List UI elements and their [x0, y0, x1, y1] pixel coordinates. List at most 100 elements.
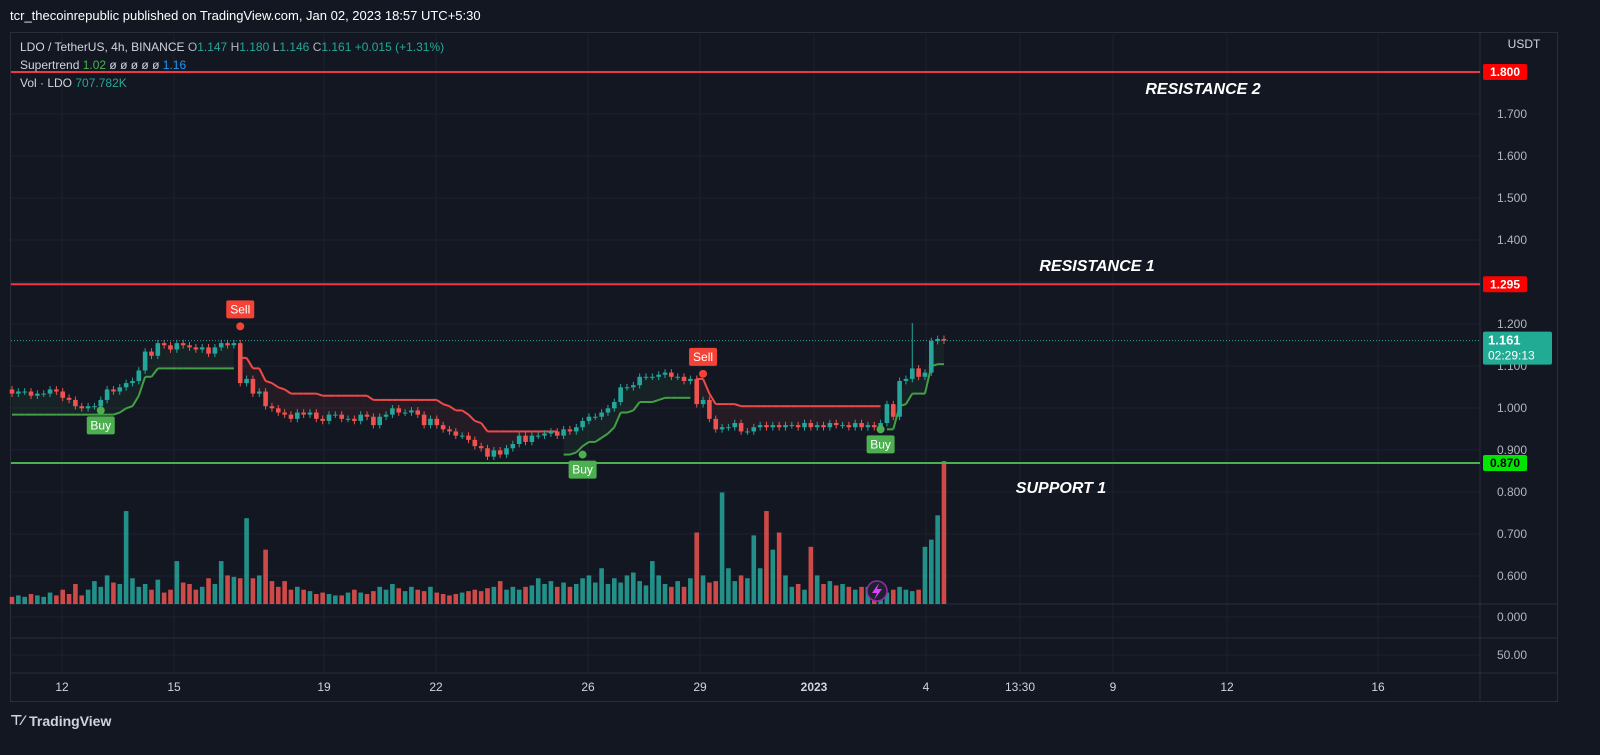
supertrend-fill — [785, 406, 792, 427]
candle-body — [447, 429, 452, 432]
legend-supertrend-label[interactable]: Supertrend — [20, 58, 80, 72]
legend-volume-label[interactable]: Vol · LDO — [20, 76, 73, 90]
volume-bar — [447, 595, 452, 604]
last-price-value: 1.161 — [1488, 333, 1521, 348]
supertrend-segment — [284, 388, 292, 395]
volume-bar — [573, 583, 579, 604]
legend-symbol[interactable]: LDO / TetherUS, 4h, BINANCE — [20, 40, 185, 54]
volume-bar — [117, 583, 123, 604]
candle-body — [650, 376, 655, 378]
y-tick-label: 1.500 — [1497, 191, 1527, 205]
candle-body — [795, 425, 801, 428]
legend-open-value: 1.147 — [197, 40, 228, 54]
volume-bar — [675, 581, 680, 604]
legend-volume-row: Vol · LDO 707.782K — [20, 74, 444, 92]
sell-signal-label: Sell — [693, 350, 713, 364]
volume-bar — [789, 586, 795, 604]
supertrend-segment — [474, 419, 482, 424]
candle-body — [472, 439, 478, 447]
volume-bar — [187, 583, 192, 604]
volume-bar — [434, 592, 440, 604]
supertrend-fill — [601, 410, 608, 438]
candle-body — [92, 406, 97, 408]
candle-body — [383, 414, 389, 417]
supertrend-fill — [747, 406, 754, 432]
sell-signal-box — [689, 347, 718, 366]
x-tick-label: 4 — [923, 680, 930, 694]
legend-close-value: 1.161 — [321, 40, 352, 54]
volume-bar — [41, 596, 46, 604]
candle-body — [776, 425, 782, 428]
supertrend-fill — [227, 344, 234, 369]
volume-bar — [339, 595, 344, 604]
level-price-tag-text: 1.295 — [1490, 277, 1520, 291]
candle-body — [409, 410, 414, 413]
supertrend-fill — [322, 395, 329, 420]
volume-bar — [199, 586, 205, 604]
volume-bar — [840, 583, 845, 604]
volume-bar — [580, 578, 585, 604]
candle-body — [916, 368, 921, 377]
supertrend-fill — [164, 344, 171, 369]
candle-body — [669, 372, 674, 377]
supertrend-fill — [937, 339, 944, 365]
tradingview-logo[interactable]: ⊤⁄ TradingView — [10, 712, 111, 729]
volume-bar — [478, 591, 484, 604]
volume-bar — [707, 582, 712, 604]
volume-bar — [263, 549, 268, 604]
candle-body — [497, 450, 503, 455]
candle-body — [890, 404, 896, 417]
volume-bar — [161, 592, 167, 604]
supertrend-segment — [480, 422, 489, 433]
candle-body — [909, 368, 915, 379]
volume-bar — [250, 578, 256, 604]
level-label: RESISTANCE 2 — [1145, 81, 1260, 98]
supertrend-fill — [677, 376, 685, 398]
candle-body — [364, 414, 370, 417]
candle-body — [263, 391, 268, 407]
supertrend-fill — [373, 399, 380, 421]
volume-bar — [681, 586, 687, 604]
volume-bar — [307, 591, 313, 604]
volume-bar — [688, 578, 693, 604]
volume-bar — [377, 586, 383, 604]
candle-body — [783, 425, 788, 428]
legend-symbol-row: LDO / TetherUS, 4h, BINANCE O1.147 H1.18… — [20, 38, 444, 56]
y-tick-label: 0.600 — [1497, 569, 1527, 583]
supertrend-fill — [449, 406, 456, 434]
candle-body — [187, 345, 192, 348]
legend-high-value: 1.180 — [239, 40, 270, 54]
supertrend-segment — [461, 409, 470, 416]
supertrend-fill — [12, 391, 19, 415]
candle-body — [206, 347, 211, 354]
supertrend-segment — [258, 367, 267, 382]
y-tick-label: 50.00 — [1497, 648, 1527, 662]
volume-bar — [491, 586, 497, 604]
last-price-countdown: 02:29:13 — [1488, 349, 1535, 363]
volume-bar — [22, 596, 27, 604]
candle-body — [453, 431, 459, 436]
sell-signal-label: Sell — [230, 302, 250, 316]
volume-bar — [523, 586, 528, 604]
candle-body — [244, 378, 249, 384]
volume-bar — [231, 576, 237, 604]
volume-bar — [592, 582, 598, 604]
candle-body — [136, 370, 142, 381]
y-tick-label: 0.700 — [1497, 527, 1527, 541]
candle-body — [643, 376, 649, 378]
supertrend-fill — [176, 344, 184, 369]
candle-body — [865, 425, 871, 428]
candle-body — [434, 418, 440, 426]
supertrend-fill — [189, 346, 196, 369]
supertrend-fill — [24, 391, 32, 415]
supertrend-segment — [277, 386, 285, 391]
volume-bar — [833, 585, 839, 604]
candle-body — [104, 389, 110, 400]
candle-body — [713, 418, 719, 430]
candle-body — [142, 351, 148, 371]
volume-bar — [218, 561, 224, 604]
volume-bar — [846, 586, 852, 604]
supertrend-segment — [569, 451, 577, 456]
supertrend-fill — [341, 395, 349, 419]
